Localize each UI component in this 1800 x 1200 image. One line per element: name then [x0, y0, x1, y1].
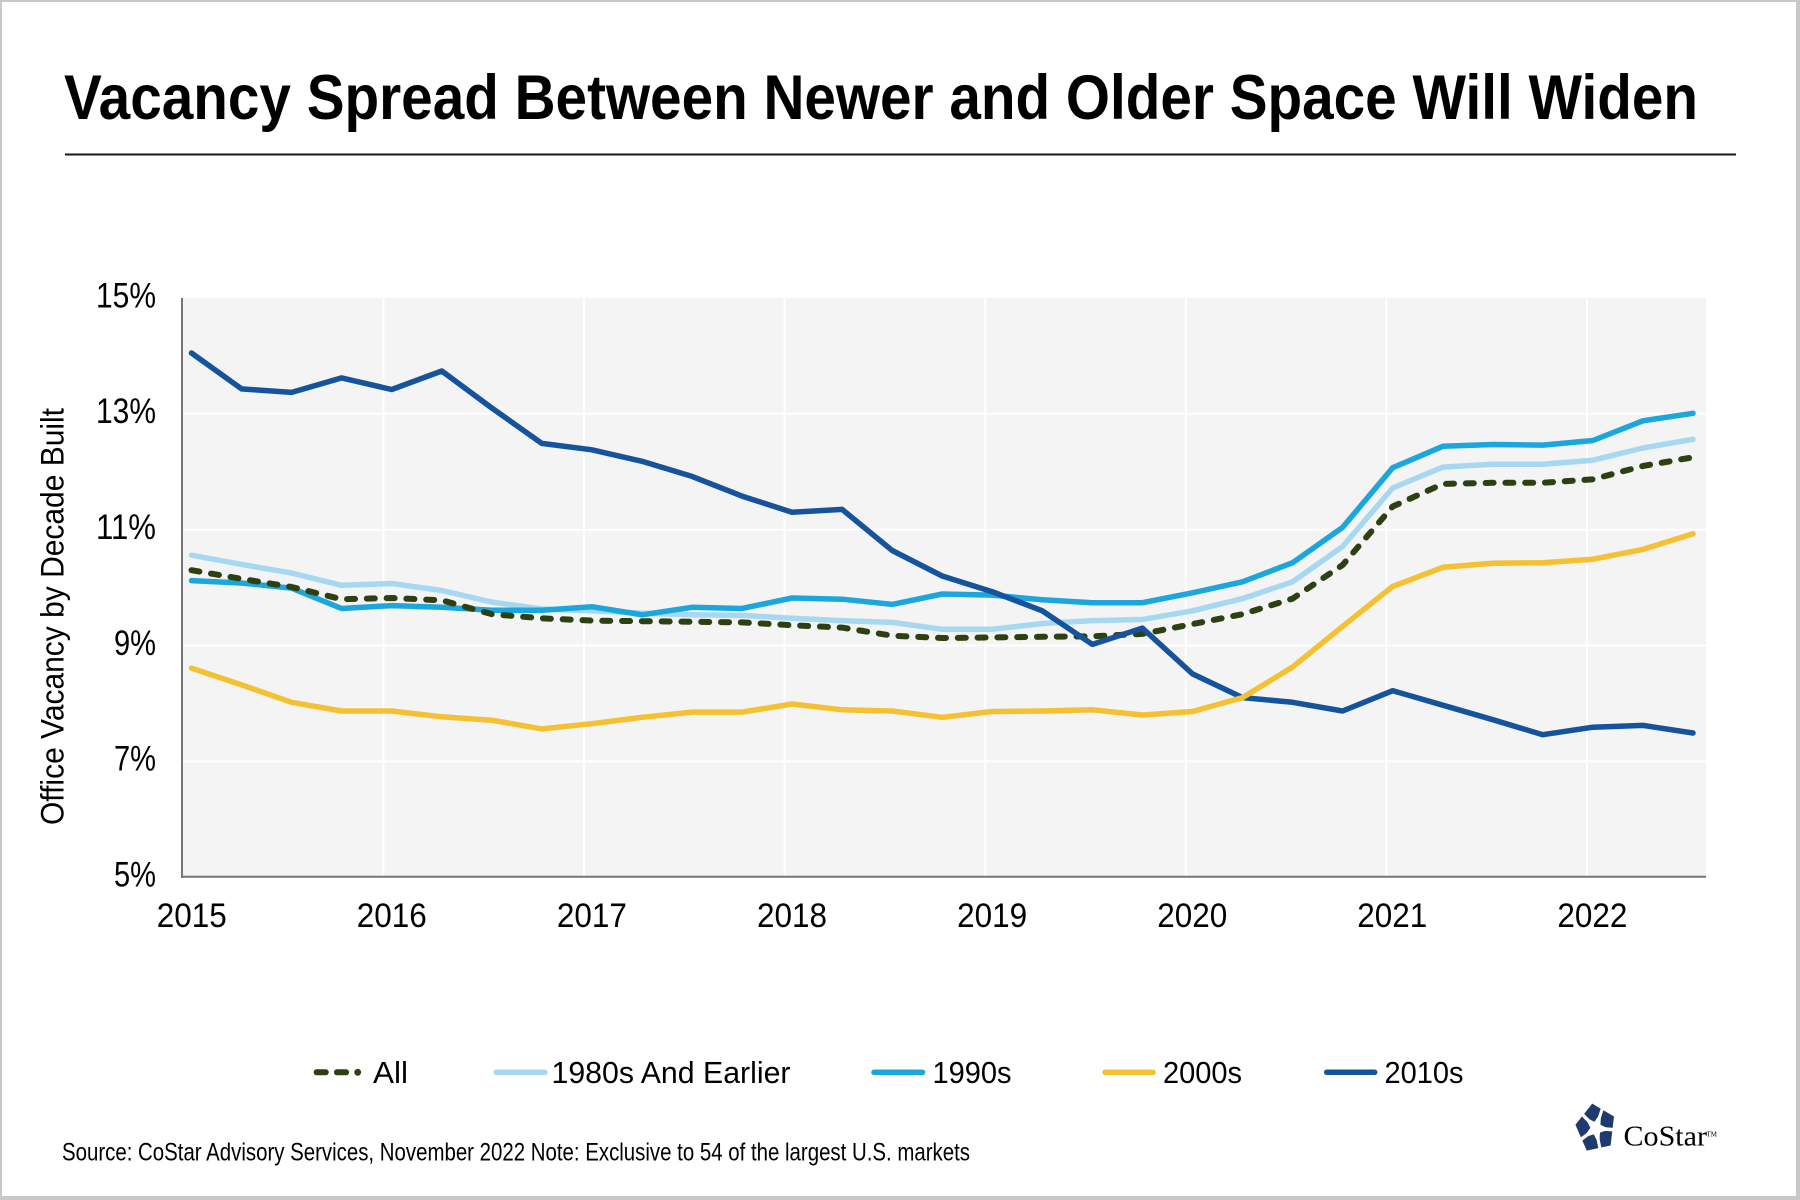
svg-text:2000s: 2000s — [1163, 1056, 1242, 1090]
svg-text:2022: 2022 — [1557, 897, 1627, 935]
svg-text:5%: 5% — [114, 856, 156, 895]
svg-text:9%: 9% — [114, 624, 156, 663]
svg-text:All: All — [373, 1056, 408, 1090]
svg-text:2017: 2017 — [557, 897, 627, 935]
svg-text:Office Vacancy by Decade Built: Office Vacancy by Decade Built — [35, 408, 71, 825]
svg-text:1990s: 1990s — [933, 1056, 1012, 1090]
svg-text:TM: TM — [1707, 1131, 1718, 1139]
svg-text:Source: CoStar Advisory Servic: Source: CoStar Advisory Services, Novemb… — [62, 1138, 970, 1166]
svg-text:1980s And Earlier: 1980s And Earlier — [552, 1056, 791, 1090]
svg-text:2020: 2020 — [1157, 897, 1227, 935]
svg-text:Vacancy Spread Between Newer a: Vacancy Spread Between Newer and Older S… — [64, 63, 1698, 133]
svg-text:15%: 15% — [96, 276, 156, 315]
svg-text:11%: 11% — [96, 508, 156, 547]
svg-text:2010s: 2010s — [1385, 1056, 1464, 1090]
svg-text:2016: 2016 — [357, 897, 427, 935]
svg-text:2018: 2018 — [757, 897, 827, 935]
svg-text:2015: 2015 — [157, 897, 227, 935]
svg-text:2021: 2021 — [1357, 897, 1427, 935]
svg-text:CoStar: CoStar — [1624, 1120, 1708, 1152]
svg-text:2019: 2019 — [957, 897, 1027, 935]
svg-text:7%: 7% — [114, 740, 156, 779]
svg-text:13%: 13% — [96, 392, 156, 431]
